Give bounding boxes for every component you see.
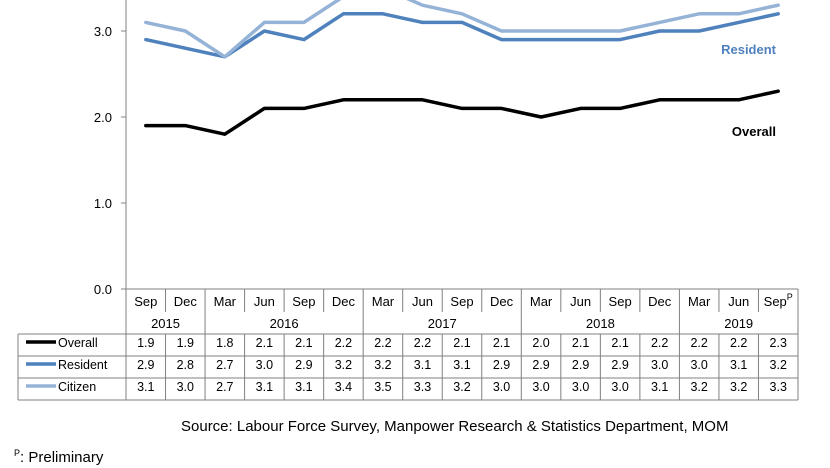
x-tick-label: Dec [648, 294, 672, 309]
source-note: Source: Labour Force Survey, Manpower Re… [181, 418, 728, 435]
table-cell: 3.0 [611, 380, 628, 394]
table-cell: 2.2 [690, 336, 707, 350]
table-cell: 2.7 [216, 358, 233, 372]
table-cell: 2.9 [493, 358, 510, 372]
table-cell: 3.0 [651, 358, 668, 372]
line-chart: 0.0 1.0 2.0 3.0 Sep Dec Mar Jun Sep Dec Mar Jun Sep D… [0, 0, 830, 412]
footnote-text: : Preliminary [20, 449, 103, 466]
table-cell: 2.9 [532, 358, 549, 372]
table-cell: 3.2 [453, 380, 470, 394]
series-label-resident: Resident [721, 42, 777, 57]
x-tick-label: Jun [412, 294, 433, 309]
x-tick-label: Mar [214, 294, 237, 309]
table-cell: 2.1 [295, 336, 312, 350]
table-cell: 3.1 [295, 380, 312, 394]
x-tick-label: Dec [174, 294, 198, 309]
year-label: 2018 [586, 316, 615, 331]
table-cell: 3.3 [770, 380, 787, 394]
table-cell: 3.0 [177, 380, 194, 394]
table-cell: 3.1 [414, 358, 431, 372]
table-cell: 3.0 [532, 380, 549, 394]
table-cell: 2.3 [770, 336, 787, 350]
table-cell: 1.9 [177, 336, 194, 350]
table-cell: 3.1 [651, 380, 668, 394]
x-tick-label: Mar [688, 294, 711, 309]
table-cell: 2.2 [730, 336, 747, 350]
preliminary-mark: P [787, 292, 793, 302]
table-cell: 2.1 [493, 336, 510, 350]
table-cell: 2.1 [572, 336, 589, 350]
table-cell: 1.8 [216, 336, 233, 350]
table-cell: 2.9 [137, 358, 154, 372]
table-cell: 3.0 [690, 358, 707, 372]
table-cell: 3.4 [335, 380, 352, 394]
x-tick-label: SepP [764, 292, 793, 309]
table-cell: 2.0 [532, 336, 549, 350]
x-tick-label: Mar [372, 294, 395, 309]
x-tick-label: Sep [134, 294, 157, 309]
table-cell: 3.0 [256, 358, 273, 372]
x-tick-label: Dec [332, 294, 356, 309]
table-cell: 2.1 [453, 336, 470, 350]
table-cell: 2.1 [611, 336, 628, 350]
x-tick-label: Sep [292, 294, 315, 309]
y-tick-label: 2.0 [94, 110, 112, 125]
table-cell: 3.2 [335, 358, 352, 372]
table-cell: 3.5 [374, 380, 391, 394]
table-cell: 2.7 [216, 380, 233, 394]
table-cell: 3.1 [730, 358, 747, 372]
series-line-resident [146, 14, 778, 57]
table-cell: 2.2 [414, 336, 431, 350]
series-line-overall [146, 91, 778, 134]
table-cell: 3.2 [770, 358, 787, 372]
table-cell: 2.9 [295, 358, 312, 372]
year-label: 2015 [151, 316, 180, 331]
year-label: 2019 [724, 316, 753, 331]
table-cell: 3.2 [730, 380, 747, 394]
table-cell: 3.1 [137, 380, 154, 394]
legend-label: Citizen [58, 380, 96, 394]
table-cell: 2.8 [177, 358, 194, 372]
table-cell: 3.3 [414, 380, 431, 394]
x-tick-label: Sep [450, 294, 473, 309]
table-cell: 2.2 [651, 336, 668, 350]
table-cell: 3.1 [256, 380, 273, 394]
table-cell: 1.9 [137, 336, 154, 350]
legend-label: Resident [58, 358, 108, 372]
legend-label: Overall [58, 336, 98, 350]
year-label: 2016 [270, 316, 299, 331]
x-tick-label: Dec [490, 294, 514, 309]
y-tick-label: 1.0 [94, 196, 112, 211]
table-cell: 2.2 [335, 336, 352, 350]
table-cell: 3.2 [690, 380, 707, 394]
x-tick-label: Jun [570, 294, 591, 309]
table-cell: 2.9 [611, 358, 628, 372]
year-label: 2017 [428, 316, 457, 331]
table-cell: 3.2 [374, 358, 391, 372]
table-cell: 2.2 [374, 336, 391, 350]
table-cell: 3.0 [572, 380, 589, 394]
x-tick-label: Jun [254, 294, 275, 309]
x-tick-label: Sep [609, 294, 632, 309]
table-cell: 3.0 [493, 380, 510, 394]
x-tick-label: Mar [530, 294, 553, 309]
table-cell: 2.9 [572, 358, 589, 372]
table-cell: 2.1 [256, 336, 273, 350]
series-label-overall: Overall [732, 124, 776, 139]
table-cell: 3.1 [453, 358, 470, 372]
footnote: P: Preliminary [14, 448, 103, 466]
y-tick-label: 0.0 [94, 282, 112, 297]
x-tick-label: Jun [728, 294, 749, 309]
y-tick-label: 3.0 [94, 24, 112, 39]
